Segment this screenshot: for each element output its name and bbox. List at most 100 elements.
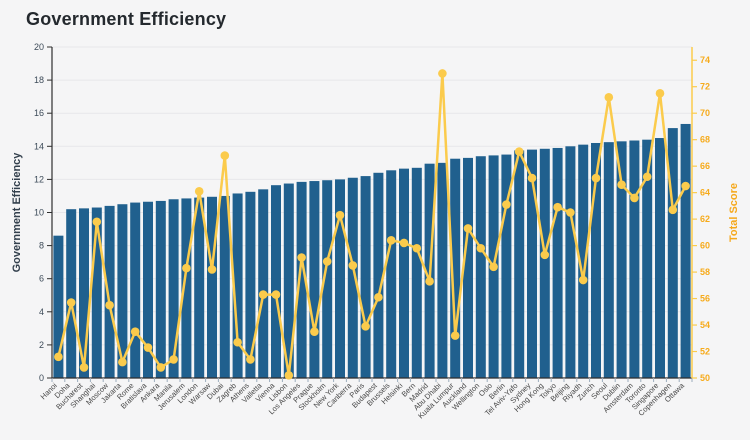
line-point [169, 355, 178, 364]
bar [565, 146, 576, 378]
line-point [361, 322, 370, 331]
line-point [271, 290, 281, 299]
line-point [310, 327, 319, 336]
line-point [284, 371, 294, 380]
bar [117, 204, 128, 378]
line-point [220, 151, 230, 160]
y-right-tick-label: 74 [700, 55, 710, 65]
y-left-tick-label: 6 [39, 274, 44, 284]
bar [603, 142, 614, 378]
bar [642, 139, 653, 378]
line-point [322, 257, 332, 266]
line-point [438, 69, 447, 78]
line-point [118, 357, 127, 367]
y-left-tick-label: 14 [34, 141, 44, 151]
bar [386, 170, 397, 378]
line-point [578, 275, 588, 285]
line-point [207, 265, 217, 274]
bar [539, 148, 550, 378]
bar-series-government-efficiency [53, 123, 691, 379]
line-point [630, 193, 639, 203]
bar [667, 128, 678, 378]
y-left-tick-label: 10 [34, 208, 44, 218]
y-right-tick-label: 52 [700, 347, 710, 357]
y-right-tick-label: 54 [700, 320, 710, 330]
line-point [540, 250, 550, 260]
bar [616, 141, 627, 378]
line-point [681, 181, 690, 191]
y-left-tick-label: 2 [39, 340, 44, 350]
bar [463, 157, 473, 378]
line-point [489, 262, 498, 272]
bar [335, 179, 345, 378]
line-series-total-score [54, 69, 690, 380]
line-point [386, 236, 396, 245]
bar [514, 150, 525, 378]
line-point [66, 298, 76, 307]
line-point [54, 352, 63, 362]
line-point [527, 173, 537, 183]
line-point [130, 327, 140, 336]
y-right-tick-label: 66 [700, 161, 710, 171]
y-right-tick-label: 60 [700, 241, 710, 251]
bar [399, 168, 409, 378]
bar [245, 191, 256, 378]
y-right-tick-label: 62 [700, 214, 710, 224]
bar [168, 199, 179, 378]
bar [194, 197, 205, 378]
line-point [425, 277, 434, 286]
bar [591, 142, 601, 378]
line-point [233, 337, 242, 347]
bar [271, 185, 281, 378]
y-left-tick-label: 20 [34, 42, 44, 52]
line-point [642, 172, 652, 182]
bar [309, 181, 320, 378]
line-point [156, 363, 166, 372]
bar [155, 200, 166, 378]
bar [104, 205, 115, 378]
bar [296, 181, 307, 378]
bar [629, 140, 640, 378]
y-axis-left: 0 2 4 6 8 10 12 14 16 18 20 Government Efficiency [11, 42, 53, 383]
bar [232, 193, 243, 378]
line-point [194, 187, 204, 196]
bar [578, 144, 589, 378]
bar [143, 201, 153, 378]
line-point [463, 224, 473, 233]
y-right-tick-label: 70 [700, 108, 710, 118]
line-point [476, 243, 486, 253]
line-point [604, 93, 614, 102]
bar [219, 195, 230, 378]
line-point [348, 261, 358, 270]
line-point [553, 202, 562, 212]
line-point [79, 363, 89, 372]
line-point [143, 343, 153, 352]
line-point [668, 205, 678, 215]
bar [322, 180, 333, 378]
line-point [92, 217, 102, 227]
line-point [258, 290, 268, 299]
bar [475, 156, 486, 378]
bar [258, 189, 269, 378]
y-left-axis-title: Government Efficiency [11, 152, 23, 273]
y-axis-right: 50 52 54 56 58 60 62 64 66 68 70 72 74 Total Score [691, 47, 740, 383]
bar [373, 172, 384, 378]
bar [181, 198, 192, 378]
bar [207, 196, 217, 378]
line-point [374, 292, 383, 302]
bar [53, 235, 64, 378]
bar [130, 202, 141, 378]
bar [360, 176, 371, 378]
bar [437, 162, 448, 378]
bar [411, 167, 422, 378]
line-point [335, 210, 345, 220]
line-point [246, 355, 255, 364]
y-left-tick-label: 16 [34, 108, 44, 118]
line-point [502, 200, 511, 209]
y-right-tick-label: 64 [700, 188, 710, 198]
x-axis: HanoiDohaBucharestShanghaiMoscowJakartaR… [39, 377, 693, 420]
y-left-tick-label: 4 [39, 307, 44, 317]
bar [450, 158, 461, 378]
